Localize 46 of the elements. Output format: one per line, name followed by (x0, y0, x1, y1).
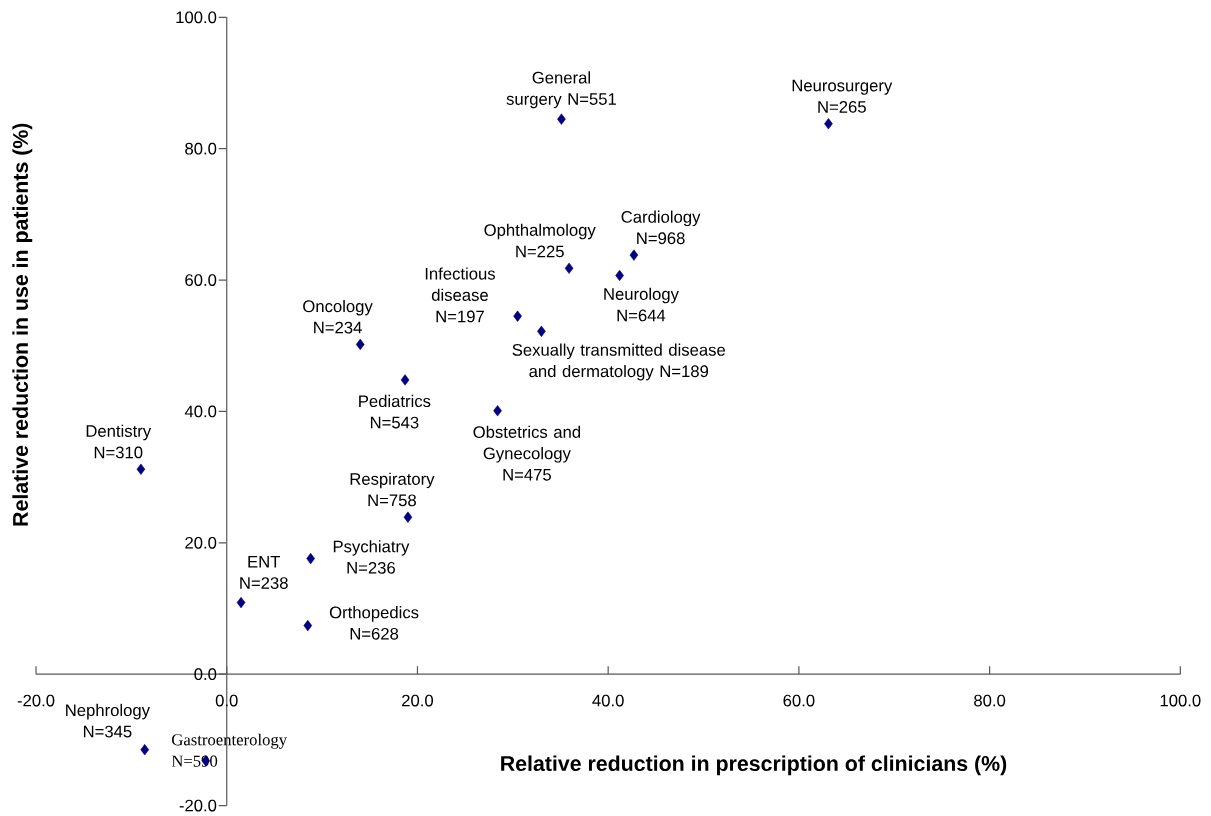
x-tick-label: 60.0 (783, 694, 815, 707)
point (557, 113, 566, 125)
point (493, 405, 502, 417)
point (615, 269, 624, 281)
x-tick-label: -20.0 (17, 694, 55, 707)
x-tick-label: 100.0 (1160, 694, 1201, 707)
x-tick-label: 40.0 (592, 694, 624, 707)
point (303, 619, 313, 632)
annotation: ENT N=238 (240, 555, 288, 589)
point (537, 325, 546, 337)
annotation: Dentistry N=310 (86, 424, 152, 459)
point (629, 249, 639, 261)
annotation: Neurology N=644 (604, 287, 679, 322)
point (564, 262, 574, 274)
x-tick-label: 80.0 (974, 694, 1006, 707)
annotation: Obstetrics and Gynecology N=475 (473, 425, 581, 481)
y-tick-label: -20.0 (179, 799, 217, 812)
annotation: Respiratory N=758 (350, 472, 435, 507)
point (400, 374, 410, 386)
y-tick-label: 100.0 (176, 11, 217, 24)
point (403, 511, 413, 523)
annotation: Sexually transmitted disease and dermatology N=189 (512, 343, 726, 381)
x-tick-label: 20.0 (402, 694, 434, 707)
point (355, 338, 365, 350)
point (136, 463, 146, 475)
y-tick-label: 60.0 (185, 274, 217, 286)
annotation: Ophthalmology N=225 (484, 223, 596, 258)
annotation: Nephrology N=345 (66, 703, 150, 738)
annotation: Orthopedics N=628 (329, 606, 419, 640)
point (824, 118, 833, 130)
point (140, 744, 149, 756)
annotation: General surgery N=551 (506, 71, 616, 109)
annotation: Oncology N=234 (303, 299, 373, 334)
y-tick-label: 80.0 (185, 142, 217, 155)
annotation: Pediatrics N=543 (359, 394, 431, 429)
y-tick-label: 40.0 (184, 405, 217, 418)
point (236, 596, 246, 609)
annotation: Cardiology N=968 (621, 210, 701, 245)
point (513, 310, 522, 322)
annotation: Neurosurgery N=265 (792, 79, 893, 113)
y-axis-title: Relative reduction in use in patients (%) (12, 123, 33, 526)
annotation: Infectious disease N=197 (425, 267, 496, 323)
y-tick-label: 0.0 (194, 668, 217, 680)
x-axis-title: Relative reduction in prescription of clinicians (%) (501, 755, 1007, 776)
y-tick-label: 20.0 (185, 536, 217, 549)
annotation: Psychiatry N=236 (333, 540, 410, 574)
